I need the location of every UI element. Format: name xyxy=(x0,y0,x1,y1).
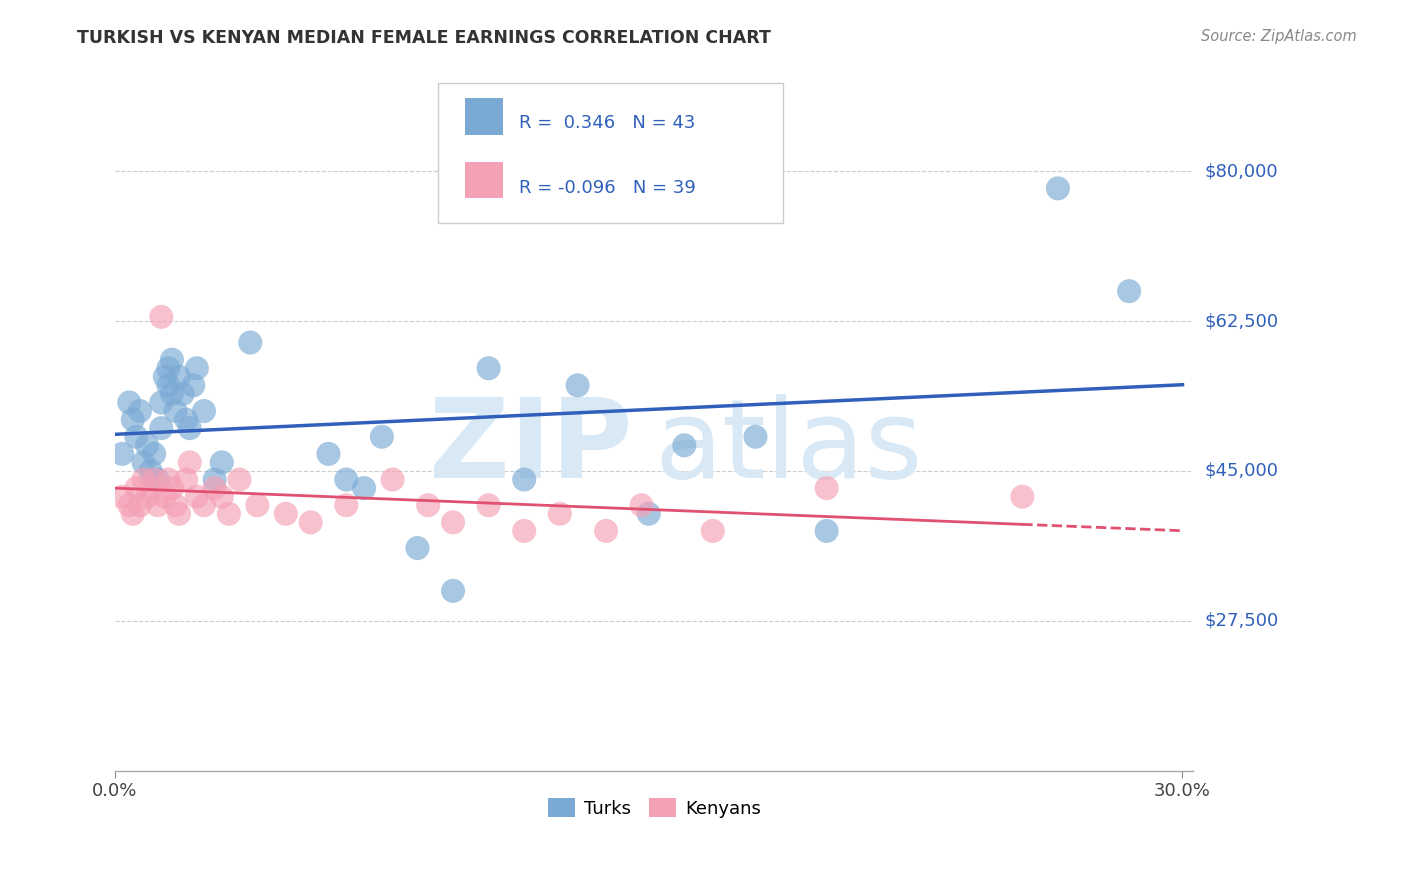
Turks xyxy=(150,395,173,409)
Text: R =  0.346   N = 43: R = 0.346 N = 43 xyxy=(519,114,696,132)
Kenyans xyxy=(167,507,190,521)
Turks xyxy=(118,395,141,409)
Legend: Turks, Kenyans: Turks, Kenyans xyxy=(540,791,768,825)
Kenyans xyxy=(139,481,162,495)
Turks xyxy=(204,473,226,487)
Turks xyxy=(129,404,152,418)
Turks xyxy=(150,421,173,435)
Turks xyxy=(179,421,201,435)
Kenyans xyxy=(1011,490,1033,504)
Text: $62,500: $62,500 xyxy=(1205,312,1278,330)
Kenyans xyxy=(153,490,176,504)
Kenyans xyxy=(478,498,501,512)
Kenyans xyxy=(121,507,143,521)
Turks xyxy=(193,404,215,418)
FancyBboxPatch shape xyxy=(465,98,503,136)
Text: $27,500: $27,500 xyxy=(1205,612,1278,630)
Kenyans xyxy=(299,516,322,530)
Kenyans xyxy=(160,481,183,495)
Kenyans xyxy=(228,473,250,487)
Kenyans xyxy=(630,498,652,512)
Kenyans xyxy=(125,481,148,495)
Kenyans xyxy=(595,524,617,538)
Kenyans xyxy=(186,490,208,504)
Turks xyxy=(136,438,159,452)
Turks xyxy=(744,430,766,444)
Turks xyxy=(186,361,208,376)
Turks xyxy=(160,387,183,401)
Kenyans xyxy=(143,473,166,487)
Kenyans xyxy=(118,498,141,512)
Kenyans xyxy=(702,524,724,538)
Turks xyxy=(111,447,134,461)
Kenyans xyxy=(129,498,152,512)
FancyBboxPatch shape xyxy=(439,83,783,223)
Turks xyxy=(174,412,197,426)
Turks xyxy=(637,507,659,521)
Kenyans xyxy=(548,507,571,521)
Text: Source: ZipAtlas.com: Source: ZipAtlas.com xyxy=(1201,29,1357,44)
Turks xyxy=(172,387,194,401)
Text: TURKISH VS KENYAN MEDIAN FEMALE EARNINGS CORRELATION CHART: TURKISH VS KENYAN MEDIAN FEMALE EARNINGS… xyxy=(77,29,772,46)
Turks xyxy=(673,438,696,452)
FancyBboxPatch shape xyxy=(465,161,503,198)
Turks xyxy=(318,447,340,461)
Turks xyxy=(139,464,162,478)
Kenyans xyxy=(441,516,464,530)
Turks xyxy=(567,378,589,392)
Turks xyxy=(165,404,187,418)
Kenyans xyxy=(132,473,155,487)
Kenyans xyxy=(335,498,357,512)
Turks xyxy=(239,335,262,350)
Kenyans xyxy=(204,481,226,495)
Turks xyxy=(153,369,176,384)
Kenyans xyxy=(274,507,297,521)
Turks xyxy=(335,473,357,487)
Kenyans xyxy=(150,310,173,324)
Turks xyxy=(157,361,180,376)
Kenyans xyxy=(246,498,269,512)
Turks xyxy=(181,378,204,392)
Kenyans xyxy=(174,473,197,487)
Turks xyxy=(1046,181,1069,195)
Kenyans xyxy=(193,498,215,512)
Kenyans xyxy=(157,473,180,487)
Kenyans xyxy=(418,498,440,512)
Kenyans xyxy=(136,490,159,504)
Turks xyxy=(132,455,155,469)
Turks xyxy=(211,455,233,469)
Kenyans xyxy=(381,473,404,487)
Kenyans xyxy=(513,524,536,538)
Turks xyxy=(441,583,464,598)
Turks xyxy=(143,447,166,461)
Turks xyxy=(160,352,183,367)
Turks xyxy=(146,473,169,487)
Turks xyxy=(478,361,501,376)
Kenyans xyxy=(218,507,240,521)
Kenyans xyxy=(165,498,187,512)
Kenyans xyxy=(146,498,169,512)
Turks xyxy=(406,541,429,555)
Text: R = -0.096   N = 39: R = -0.096 N = 39 xyxy=(519,179,696,197)
Turks xyxy=(371,430,394,444)
Text: $80,000: $80,000 xyxy=(1205,162,1278,180)
Turks xyxy=(815,524,838,538)
Kenyans xyxy=(815,481,838,495)
Text: atlas: atlas xyxy=(654,394,922,501)
Turks xyxy=(353,481,375,495)
Kenyans xyxy=(179,455,201,469)
Turks xyxy=(121,412,143,426)
Turks xyxy=(513,473,536,487)
Kenyans xyxy=(211,490,233,504)
Turks xyxy=(157,378,180,392)
Text: ZIP: ZIP xyxy=(429,394,633,501)
Turks xyxy=(125,430,148,444)
Turks xyxy=(1118,284,1140,298)
Text: $45,000: $45,000 xyxy=(1205,462,1278,480)
Turks xyxy=(167,369,190,384)
Kenyans xyxy=(111,490,134,504)
